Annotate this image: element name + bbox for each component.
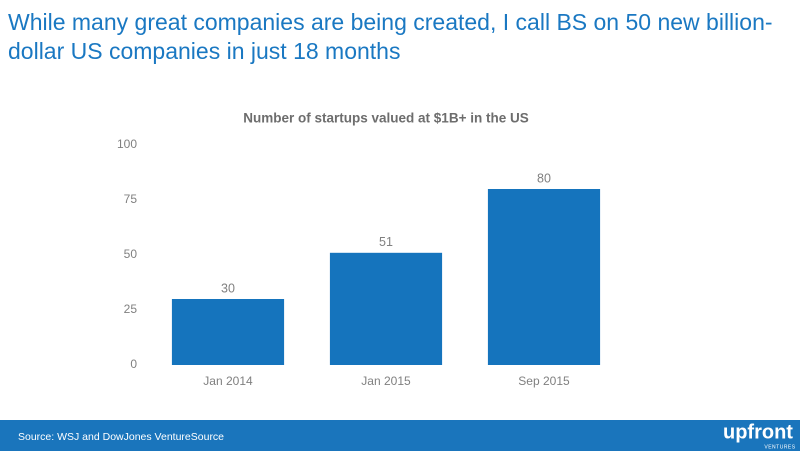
logo: upfront — [723, 421, 793, 443]
bar — [171, 299, 285, 365]
source: Source: WSJ and DowJones VentureSource — [18, 431, 224, 443]
bar — [487, 189, 601, 365]
value-label: 30 — [221, 281, 235, 295]
headline-line: While many great companies are being cre… — [8, 9, 773, 35]
headline-line: dollar US companies in just 18 months — [8, 38, 400, 64]
x-tick-label: Jan 2014 — [203, 374, 253, 388]
x-tick-label: Jan 2015 — [361, 374, 411, 388]
y-tick-label: 100 — [117, 137, 137, 151]
value-label: 51 — [379, 235, 393, 249]
y-tick-label: 75 — [124, 192, 138, 206]
logo-sub: VENTURES — [764, 444, 795, 450]
y-tick-label: 0 — [130, 357, 137, 371]
y-tick-label: 50 — [124, 247, 138, 261]
footer-band — [0, 420, 800, 451]
chart-title: Number of startups valued at $1B+ in the… — [243, 111, 528, 126]
value-label: 80 — [537, 171, 551, 185]
x-tick-label: Sep 2015 — [518, 374, 570, 388]
y-tick-label: 25 — [124, 302, 138, 316]
bar — [329, 252, 443, 365]
